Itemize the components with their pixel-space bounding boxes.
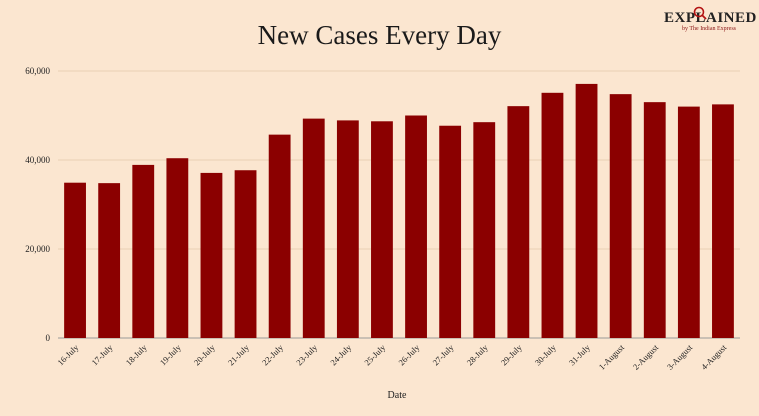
bar <box>268 134 291 338</box>
y-tick-label: 60,000 <box>25 66 50 76</box>
x-tick-label: 26-July <box>396 342 422 368</box>
magnifier-icon <box>693 6 707 20</box>
bar <box>234 170 257 338</box>
y-axis: 0 20,000 40,000 60,000 <box>25 66 50 343</box>
bar <box>439 125 462 338</box>
x-tick-label: 22-July <box>260 342 286 368</box>
x-tick-label: 1-August <box>597 342 627 372</box>
bar <box>575 83 598 338</box>
x-tick-label: 31-July <box>567 342 593 368</box>
bar <box>643 102 666 339</box>
x-tick-label: 30-July <box>533 342 559 368</box>
y-tick-label: 40,000 <box>25 155 50 165</box>
bar <box>507 106 530 338</box>
x-tick-label: 3-August <box>665 342 695 372</box>
bar <box>64 182 86 338</box>
bar <box>473 122 496 338</box>
y-tick-label: 0 <box>46 333 51 343</box>
bar <box>677 106 700 338</box>
x-tick-label: 24-July <box>328 342 354 368</box>
x-tick-label: 23-July <box>294 342 320 368</box>
y-tick-label: 20,000 <box>25 244 50 254</box>
brand-logo: EXPLAINED by The Indian Express <box>664 6 757 32</box>
x-axis: 16-July 17-July 18-July 19-July 20-July 21-Ju… <box>55 342 728 372</box>
x-tick-label: 27-July <box>430 342 456 368</box>
x-tick-label: 4-August <box>699 342 729 372</box>
bar <box>712 104 734 338</box>
x-tick-label: 21-July <box>226 342 252 368</box>
brand-word: EXPLAINED <box>664 10 757 26</box>
bar <box>336 120 359 339</box>
x-tick-label: 20-July <box>192 342 218 368</box>
x-tick-label: 28-July <box>465 342 491 368</box>
x-axis-label: Date <box>388 390 407 401</box>
bar <box>200 172 223 338</box>
x-tick-label: 2-August <box>631 342 661 372</box>
x-tick-label: 29-July <box>499 342 525 368</box>
x-tick-label: 18-July <box>124 342 150 368</box>
bar <box>405 115 427 338</box>
chart-title: New Cases Every Day <box>257 20 502 50</box>
bar <box>132 164 155 338</box>
bar <box>609 94 632 338</box>
x-tick-label: 19-July <box>158 342 184 368</box>
bar <box>541 92 564 339</box>
grid-lines <box>58 70 740 339</box>
x-tick-label: 16-July <box>55 342 81 368</box>
x-tick-label: 25-July <box>362 342 388 368</box>
x-tick-label: 17-July <box>89 342 115 368</box>
brand-byline: by The Indian Express <box>681 26 737 32</box>
bars <box>64 83 734 339</box>
bar <box>98 183 121 338</box>
bar <box>166 158 189 338</box>
bar <box>371 121 393 338</box>
bar <box>302 118 325 339</box>
